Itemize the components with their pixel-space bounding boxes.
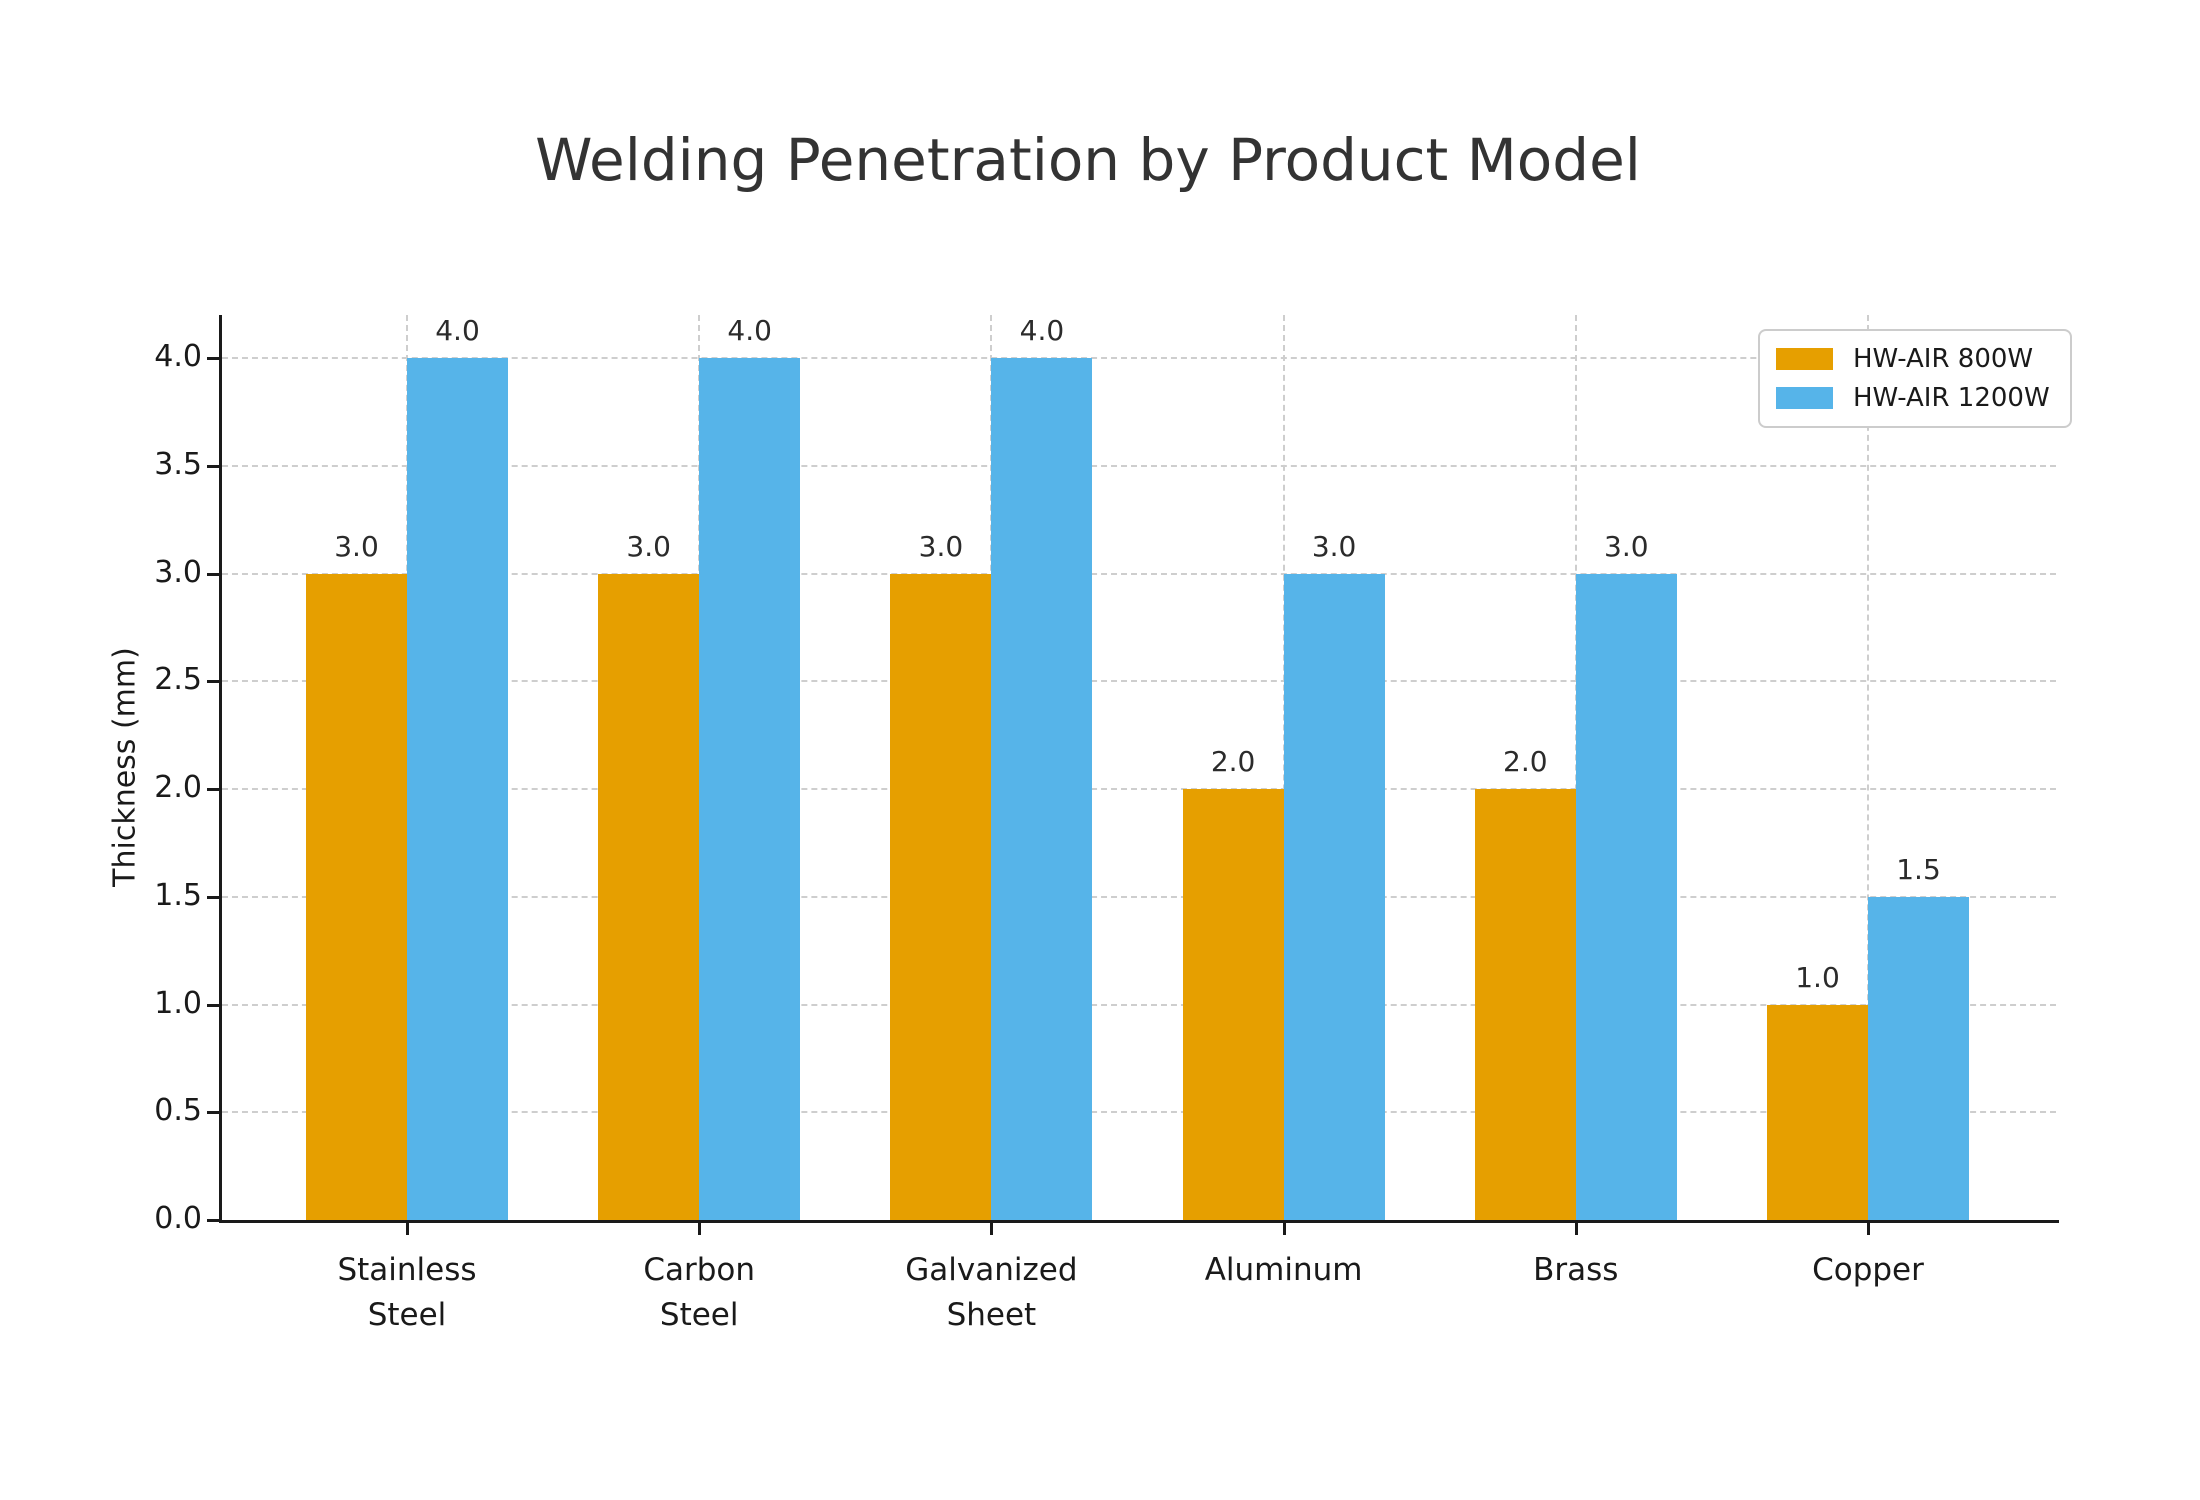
legend-swatch-800w bbox=[1776, 348, 1833, 370]
y-tick-label: 4.0 bbox=[154, 339, 202, 375]
x-axis-spine bbox=[219, 1220, 2059, 1223]
chart-title: Welding Penetration by Product Model bbox=[535, 126, 1641, 194]
bar-hw-air-1200w bbox=[407, 358, 508, 1220]
bar-hw-air-1200w bbox=[1283, 573, 1385, 1220]
y-tick-label: 3.5 bbox=[154, 446, 202, 482]
gridline-horizontal bbox=[222, 464, 2056, 467]
bar-hw-air-1200w bbox=[1868, 896, 1969, 1220]
legend-swatch-1200w bbox=[1776, 387, 1833, 409]
gridline-horizontal bbox=[222, 1003, 2056, 1006]
y-tick-label: 2.0 bbox=[154, 770, 202, 806]
y-tick-label: 0.5 bbox=[154, 1093, 202, 1129]
y-tick-label: 3.0 bbox=[154, 554, 202, 590]
y-tick-label: 1.5 bbox=[154, 877, 202, 913]
bar-value-label: 4.0 bbox=[727, 314, 772, 348]
legend-label-800w: HW-AIR 800W bbox=[1853, 344, 2034, 374]
gridline-horizontal bbox=[222, 1111, 2056, 1114]
bar-value-label: 2.0 bbox=[1503, 745, 1548, 779]
gridline-horizontal bbox=[222, 895, 2056, 898]
y-tick-mark bbox=[207, 1003, 219, 1007]
x-category-label: Aluminum bbox=[1204, 1252, 1363, 1288]
x-tick-mark bbox=[990, 1223, 994, 1235]
x-category-label: Brass bbox=[1533, 1252, 1619, 1288]
gridline-horizontal bbox=[222, 680, 2056, 683]
x-category-label: Stainless Steel bbox=[337, 1252, 477, 1333]
legend-entry-1200w: HW-AIR 1200W bbox=[1776, 383, 2050, 413]
x-tick-mark bbox=[1282, 1223, 1286, 1235]
bar-value-label: 4.0 bbox=[1019, 314, 1065, 348]
bar-hw-air-1200w bbox=[1575, 573, 1677, 1220]
x-category-label: Carbon Steel bbox=[643, 1252, 756, 1333]
gridline-horizontal bbox=[222, 572, 2056, 575]
bar-hw-air-800w bbox=[890, 573, 992, 1220]
y-axis-spine bbox=[219, 315, 222, 1223]
x-category-label: Copper bbox=[1812, 1252, 1924, 1288]
bar-value-label: 3.0 bbox=[918, 529, 964, 563]
bar-value-label: 2.0 bbox=[1210, 745, 1256, 779]
bar-value-label: 3.0 bbox=[626, 529, 671, 563]
bar-hw-air-1200w bbox=[699, 358, 801, 1220]
gridline-horizontal bbox=[222, 788, 2056, 791]
y-tick-mark bbox=[207, 464, 219, 468]
gridline-vertical bbox=[1867, 315, 1869, 1220]
legend: HW-AIR 800W HW-AIR 1200W bbox=[1758, 329, 2072, 428]
x-tick-mark bbox=[698, 1223, 702, 1235]
y-tick-mark bbox=[207, 1111, 219, 1115]
bar-value-label: 1.5 bbox=[1896, 852, 1941, 886]
x-tick-mark bbox=[1867, 1223, 1870, 1235]
y-tick-mark bbox=[207, 1219, 219, 1222]
legend-label-1200w: HW-AIR 1200W bbox=[1853, 383, 2050, 413]
x-tick-mark bbox=[1574, 1223, 1578, 1235]
x-tick-mark bbox=[406, 1223, 409, 1235]
bar-value-label: 4.0 bbox=[435, 314, 480, 348]
y-tick-mark bbox=[207, 357, 219, 361]
gridline-horizontal bbox=[222, 357, 2056, 360]
bar-value-label: 3.0 bbox=[334, 529, 379, 563]
bar-hw-air-1200w bbox=[991, 358, 1093, 1220]
y-tick-label: 0.0 bbox=[154, 1201, 202, 1236]
x-category-label: Galvanized Sheet bbox=[905, 1252, 1078, 1333]
bar-hw-air-800w bbox=[1182, 789, 1284, 1220]
bar-value-label: 3.0 bbox=[1604, 529, 1649, 563]
bar-hw-air-800w bbox=[1767, 1004, 1868, 1220]
legend-entry-800w: HW-AIR 800W bbox=[1776, 344, 2050, 374]
bar-hw-air-800w bbox=[306, 573, 407, 1220]
y-tick-mark bbox=[207, 680, 219, 684]
bar-value-label: 3.0 bbox=[1311, 529, 1357, 563]
bar-hw-air-800w bbox=[598, 573, 700, 1220]
bar-hw-air-800w bbox=[1474, 789, 1576, 1220]
y-tick-mark bbox=[207, 895, 219, 899]
y-tick-mark bbox=[207, 788, 219, 792]
y-tick-mark bbox=[207, 572, 219, 576]
bar-value-label: 1.0 bbox=[1795, 960, 1840, 994]
y-tick-label: 1.0 bbox=[154, 985, 202, 1021]
y-tick-label: 2.5 bbox=[154, 662, 202, 698]
